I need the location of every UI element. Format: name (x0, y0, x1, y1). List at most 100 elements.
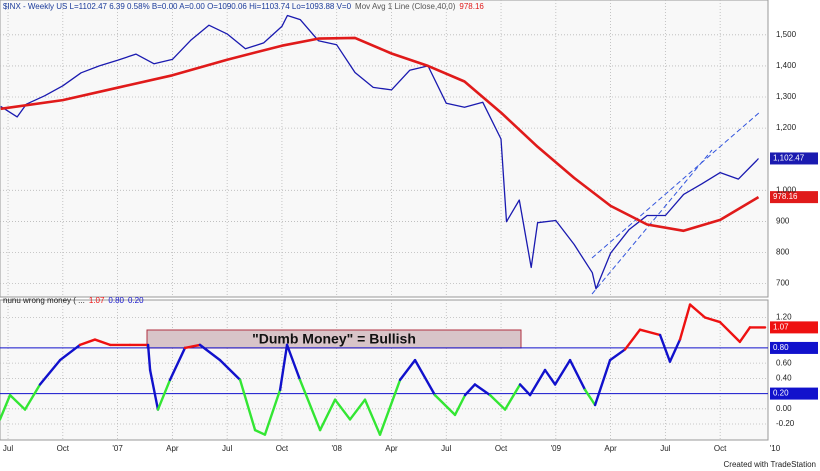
x-tick-label: Oct (276, 444, 289, 453)
y-tick-label: 800 (776, 248, 790, 257)
indicator-segment (218, 358, 242, 382)
y-tick-label: 0.00 (776, 404, 792, 413)
indicator-segment (183, 343, 202, 350)
indicator-segment (583, 388, 597, 407)
indicator-segment (433, 393, 457, 417)
y-tick-label: -0.20 (776, 419, 795, 428)
y-tick-label: 1,200 (776, 123, 797, 132)
level-label-box (770, 387, 818, 400)
level-label: 0.80 (773, 343, 789, 352)
indicator-segment (398, 358, 417, 382)
indicator-segment (593, 358, 612, 407)
x-tick-label: Apr (604, 444, 617, 453)
indicator-segment (473, 383, 492, 397)
legend-value: 1.07 (89, 296, 105, 305)
indicator-title: nunu wrong money ( ... 1.07 0.80 0.20 (3, 296, 144, 305)
ma-title: Mov Avg 1 Line (Close,40,0) (355, 2, 456, 11)
indicator-segment (378, 378, 402, 436)
indicator-segment (543, 368, 557, 386)
indicator-segment (658, 333, 672, 363)
indicator-segment (638, 328, 662, 337)
x-tick-label: Jul (222, 444, 232, 453)
indicator-segment (608, 348, 627, 362)
indicator-segment (156, 378, 172, 411)
indicator-segment (238, 378, 257, 432)
footer: Created with TradeStation (724, 460, 817, 469)
y-tick-label: 1,300 (776, 92, 797, 101)
indicator-segment (8, 393, 27, 411)
x-tick-label: Oct (495, 444, 508, 453)
indicator-segment (688, 303, 707, 319)
indicator-segment (738, 326, 752, 344)
title: nunu wrong money ( ... (3, 296, 85, 305)
indicator-segment (703, 316, 722, 324)
y-tick-label: 900 (776, 217, 790, 226)
annotation: "Dumb Money" = Bullish (252, 331, 416, 347)
last-value-label-box (770, 321, 818, 334)
indicator-segment (518, 383, 532, 397)
indicator-segment (718, 320, 742, 344)
indicator-segment (678, 303, 692, 341)
legend-value: 0.20 (128, 296, 144, 305)
indicator-segment (568, 358, 587, 391)
indicator-segment (278, 343, 289, 391)
title: $INX - Weekly US L=1102.47 6.39 0.58% B=… (3, 2, 352, 11)
y-tick-label: 1.20 (776, 313, 792, 322)
indicator-segment (453, 393, 467, 417)
x-tick-label: '10 (770, 444, 781, 453)
x-tick-label: Oct (714, 444, 727, 453)
series-line (0, 14, 759, 290)
y-tick-label: 0.60 (776, 358, 792, 367)
level-label-box (770, 341, 818, 354)
indicator-segment (553, 358, 572, 386)
last-value-label: 1.07 (773, 323, 789, 332)
x-tick-label: '09 (551, 444, 562, 453)
level-label: 0.20 (773, 389, 789, 398)
series-line (0, 36, 760, 233)
channel-line (591, 149, 713, 295)
marks: 1,102.47 978.16 0.80 0.20 1.07 (0, 14, 818, 436)
indicator-segment (253, 428, 267, 436)
indicator-segment (0, 393, 12, 421)
y-tick-label: 1,500 (776, 30, 797, 39)
y-tick-label: 0.40 (776, 373, 792, 382)
indicator-segment (285, 343, 302, 382)
indicator-segment (463, 383, 477, 397)
indicator-segment (668, 338, 682, 363)
indicator-segment (318, 398, 337, 432)
x-tick-label: Jul (441, 444, 451, 453)
indicator-segment (148, 368, 160, 411)
indicator-segment (263, 388, 282, 436)
x-tick-label: Oct (57, 444, 70, 453)
indicator-segment (146, 343, 152, 372)
indicator-segment (348, 398, 367, 421)
indicator-segment (298, 378, 322, 432)
indicator-segment (528, 368, 547, 397)
indicator-segment (38, 358, 62, 386)
ma-legend-value: 978.16 (459, 2, 484, 11)
indicator-segment (93, 338, 112, 347)
indicator-segment (198, 343, 222, 362)
indicator-segment (488, 393, 507, 411)
x-tick-label: Jul (660, 444, 670, 453)
x-tick-label: Jul (3, 444, 13, 453)
indicator-segment (333, 398, 352, 421)
indicator-segment (168, 346, 187, 382)
indicator-segment (503, 383, 522, 411)
last-value-label: 978.16 (773, 192, 798, 201)
last-value-label-box (770, 191, 818, 204)
indicator-segment (623, 328, 642, 351)
last-value-label: 1,102.47 (773, 154, 805, 163)
y-tick-label: 1,400 (776, 61, 797, 70)
indicator-segment (23, 383, 42, 411)
x-tick-label: '07 (112, 444, 123, 453)
indicator-segment (58, 343, 82, 362)
indicator-segment (363, 398, 382, 436)
y-tick-label: 1,000 (776, 185, 797, 194)
x-tick-label: Apr (385, 444, 398, 453)
last-value-label-box (770, 152, 818, 165)
legend-value: 0.80 (108, 296, 124, 305)
channel-line (591, 111, 761, 259)
indicator-panel (0, 299, 769, 441)
